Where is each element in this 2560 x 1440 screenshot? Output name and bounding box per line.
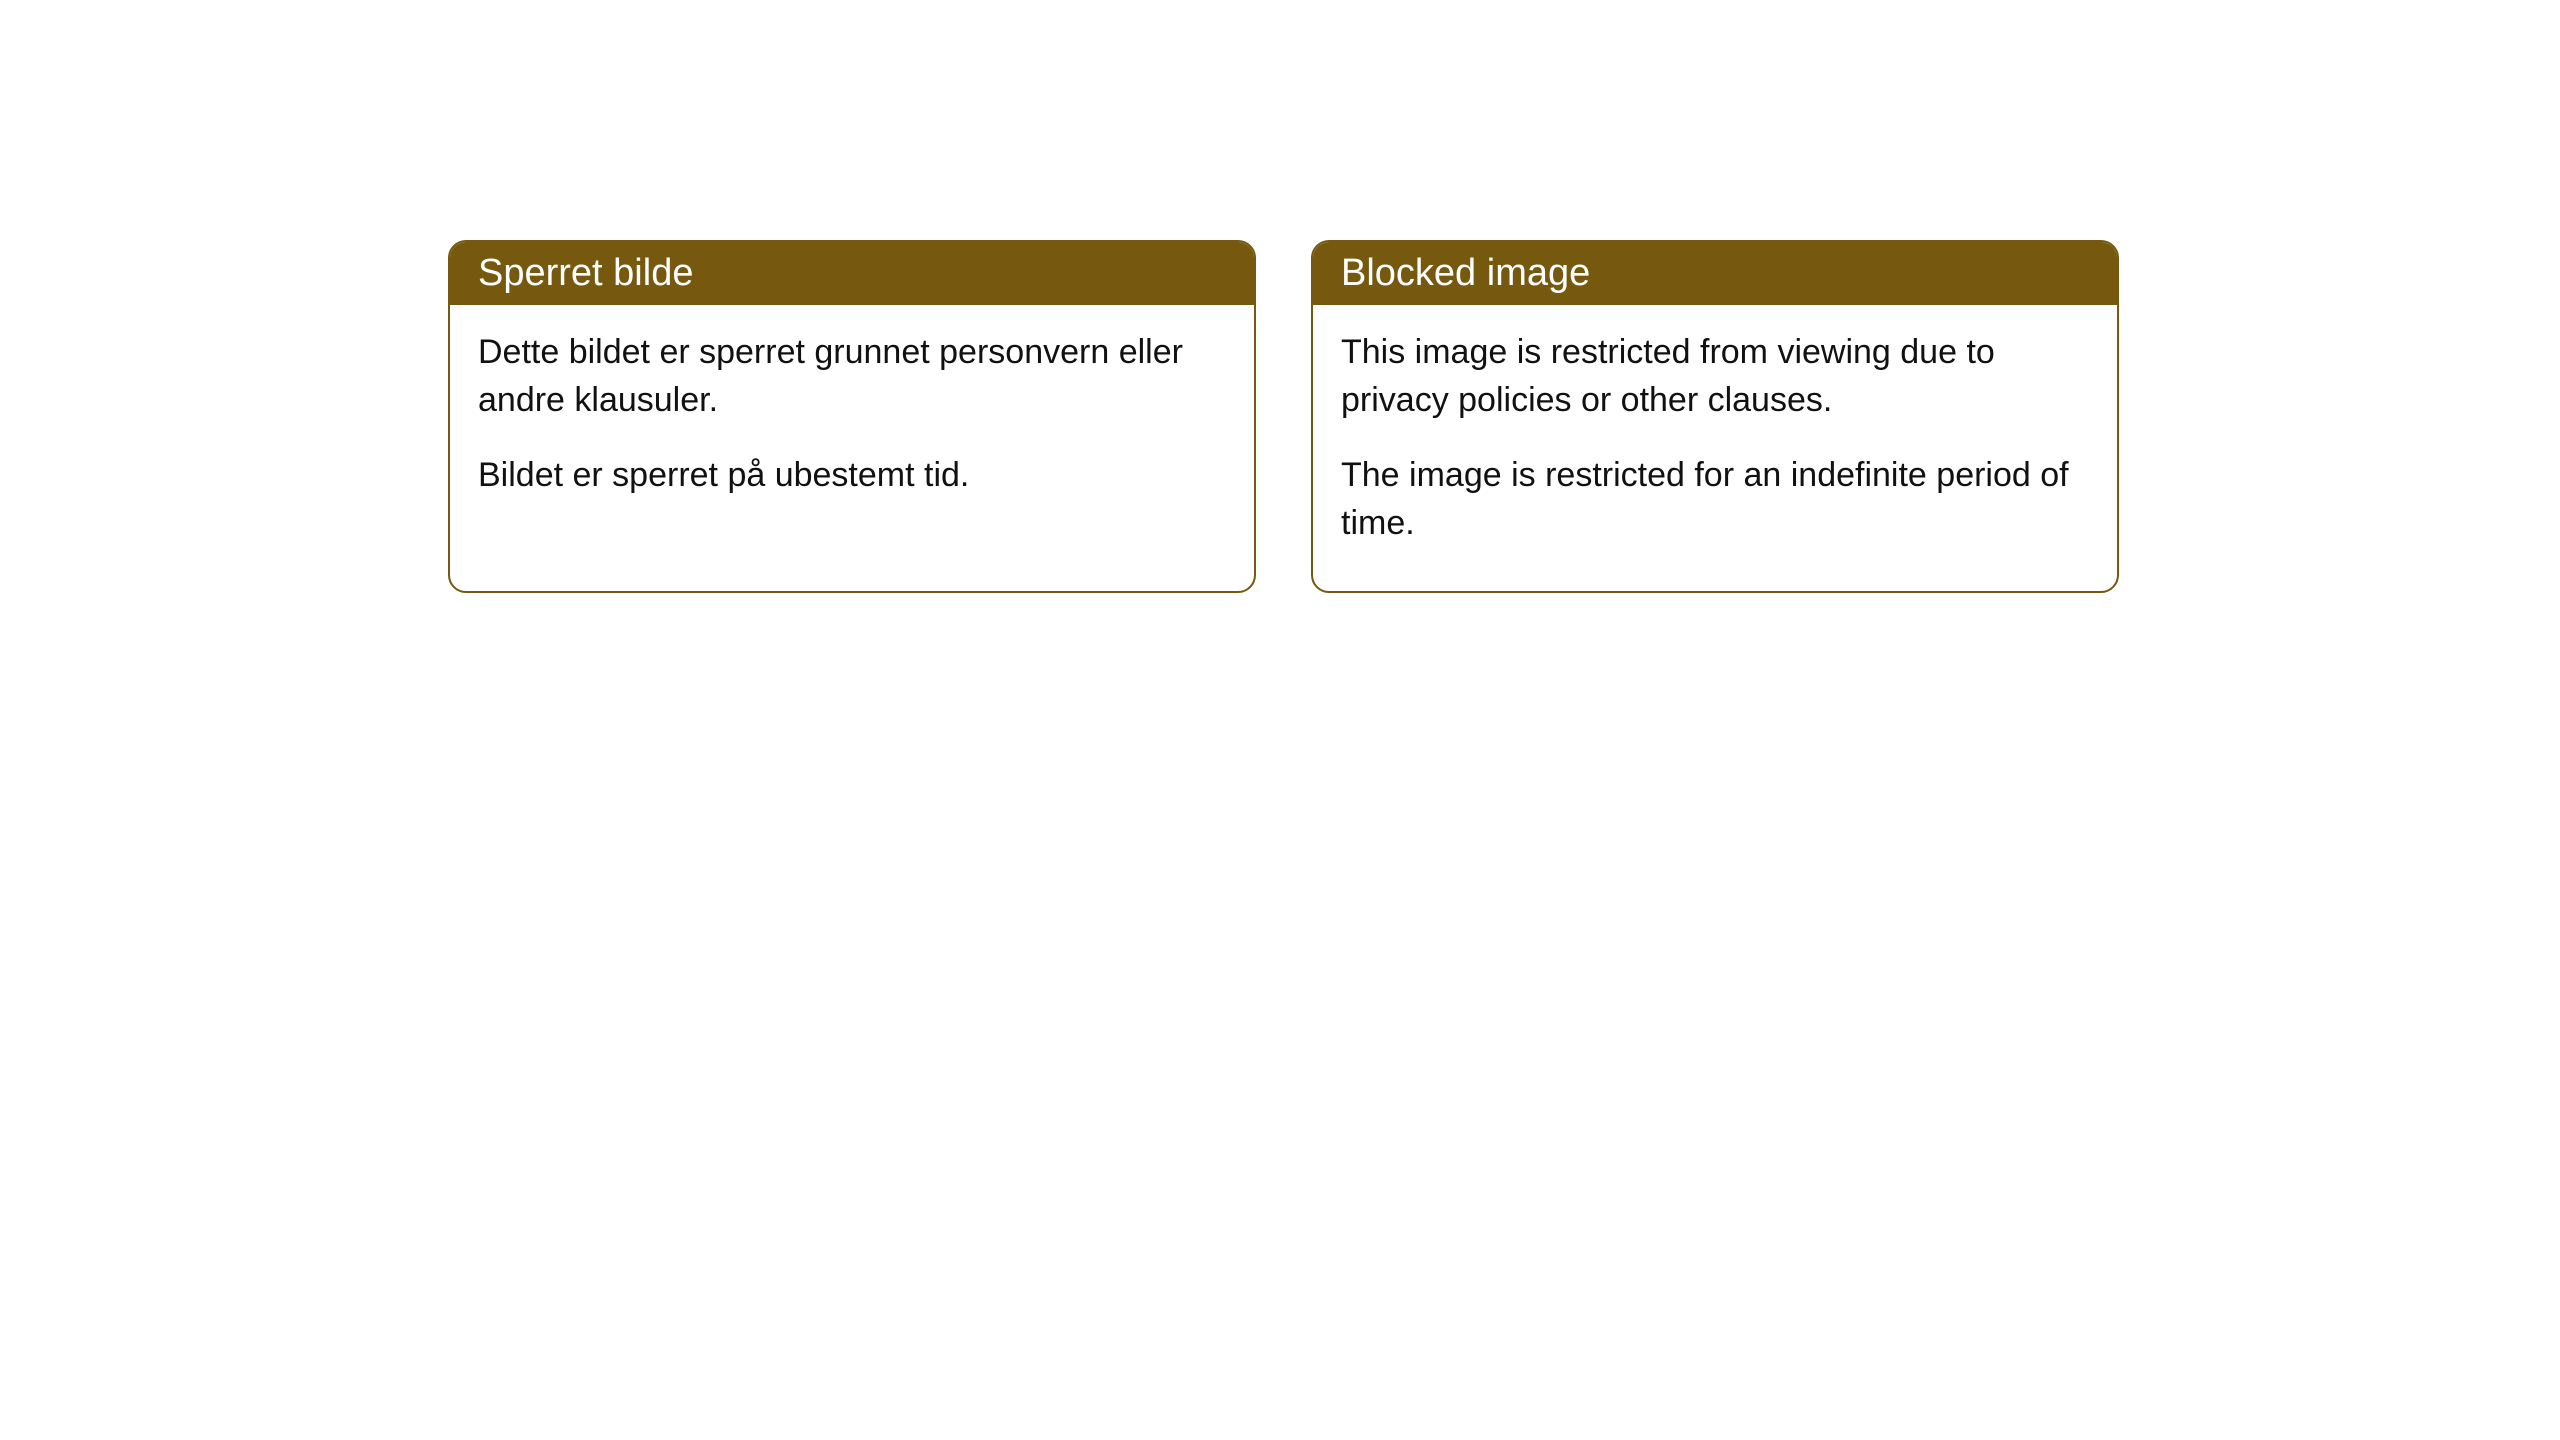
card-header-english: Blocked image xyxy=(1313,242,2117,305)
card-paragraph: Bildet er sperret på ubestemt tid. xyxy=(478,452,1226,500)
cards-container: Sperret bilde Dette bildet er sperret gr… xyxy=(448,240,2119,593)
card-paragraph: The image is restricted for an indefinit… xyxy=(1341,452,2089,547)
card-english: Blocked image This image is restricted f… xyxy=(1311,240,2119,593)
card-paragraph: Dette bildet er sperret grunnet personve… xyxy=(478,329,1226,424)
card-body-english: This image is restricted from viewing du… xyxy=(1313,305,2117,591)
card-paragraph: This image is restricted from viewing du… xyxy=(1341,329,2089,424)
card-body-norwegian: Dette bildet er sperret grunnet personve… xyxy=(450,305,1254,544)
card-norwegian: Sperret bilde Dette bildet er sperret gr… xyxy=(448,240,1256,593)
card-header-norwegian: Sperret bilde xyxy=(450,242,1254,305)
